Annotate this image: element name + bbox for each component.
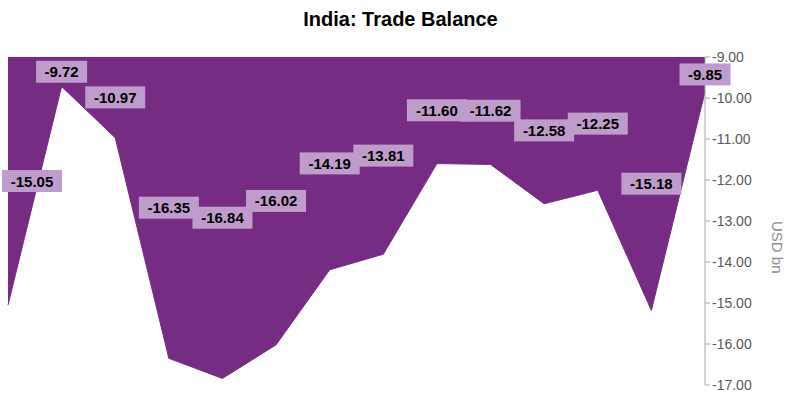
svg-text:-16.00: -16.00 — [712, 336, 752, 352]
svg-text:-12.58: -12.58 — [523, 122, 566, 139]
svg-text:-14.00: -14.00 — [712, 254, 752, 270]
svg-text:-14.19: -14.19 — [308, 155, 351, 172]
svg-text:USD bn: USD bn — [769, 221, 786, 274]
svg-text:-12.25: -12.25 — [576, 115, 619, 132]
svg-text:-15.00: -15.00 — [712, 295, 752, 311]
svg-text:-9.00: -9.00 — [712, 49, 744, 65]
svg-text:-13.81: -13.81 — [362, 147, 405, 164]
svg-text:-15.05: -15.05 — [11, 173, 54, 190]
svg-text:-11.00: -11.00 — [712, 131, 751, 147]
svg-text:-9.72: -9.72 — [45, 63, 79, 80]
html-text:India: Trade Balance: India: Trade Balance — [303, 8, 498, 30]
svg-text:-16.35: -16.35 — [148, 199, 191, 216]
svg-text:-16.84: -16.84 — [201, 209, 244, 226]
svg-text:-15.18: -15.18 — [630, 175, 673, 192]
svg-text:-13.00: -13.00 — [712, 213, 752, 229]
svg-text:-16.02: -16.02 — [255, 192, 298, 209]
svg-text:-11.60: -11.60 — [416, 102, 458, 119]
svg-text:-11.62: -11.62 — [470, 102, 512, 119]
svg-text:-12.00: -12.00 — [712, 172, 752, 188]
svg-text:-10.97: -10.97 — [94, 89, 137, 106]
svg-text:-9.85: -9.85 — [688, 66, 722, 83]
svg-text:-17.00: -17.00 — [712, 377, 752, 393]
svg-text:-10.00: -10.00 — [712, 90, 752, 106]
